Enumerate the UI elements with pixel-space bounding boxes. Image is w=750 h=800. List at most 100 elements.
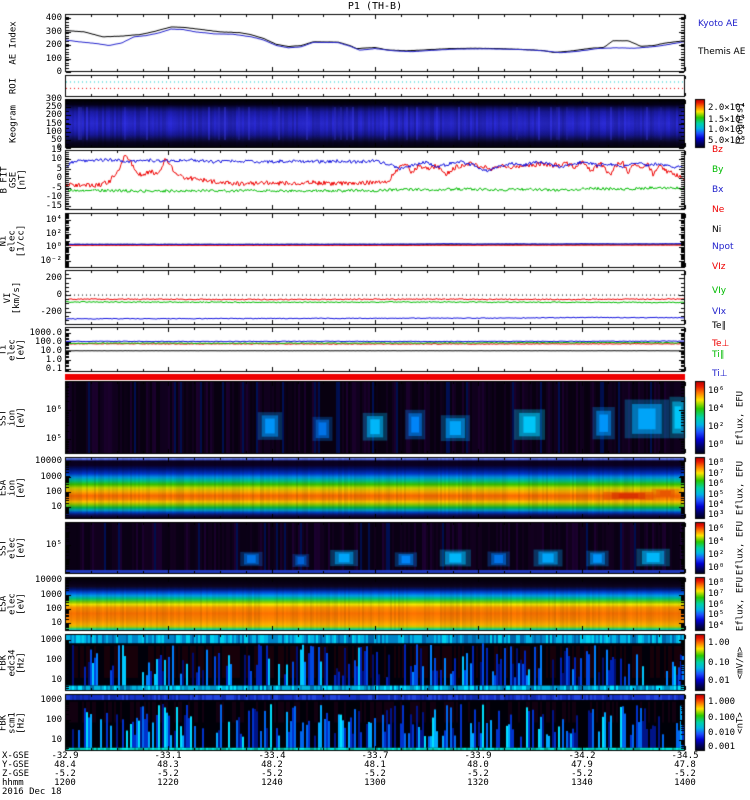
ytick-label-esa_elec: 10	[51, 618, 62, 628]
legend-ni: Ni	[712, 225, 722, 235]
ytick-label-ae: 0	[56, 67, 62, 77]
colorbar-label-sst_ion: 10⁴	[708, 404, 725, 414]
ytick-label-ti: 100.0	[34, 337, 62, 347]
colorbar-label-sst_ion: 10⁶	[708, 386, 725, 396]
ephemeris-value: 48.3	[157, 760, 179, 770]
ephemeris-row-label: Y-GSE	[2, 760, 30, 770]
ytick-label-fbk2: 10	[51, 735, 62, 745]
panel-label-line: Keogram	[8, 105, 19, 143]
colorbar-label-fbk2: 0.100	[708, 713, 736, 723]
colorbar-label-sst_elec: 10⁶	[708, 524, 725, 534]
ephemeris-value: -5.2	[54, 769, 76, 779]
panel-label-fbk2: FBK scm1 [Hz]	[0, 712, 27, 734]
ytick-label-keo: 50	[51, 135, 62, 145]
legend-teperp: Te⊥	[712, 339, 730, 349]
ytick-label-fbk1: 100	[45, 655, 62, 665]
ytick-label-esa_ion: 1000	[40, 472, 62, 482]
colorbar-label-esa_ion: 10⁶	[708, 479, 725, 489]
colorbar-label-sst_elec: 10⁴	[708, 537, 725, 547]
ytick-label-esa_ion: 10000	[34, 456, 62, 466]
panel-label-esa_elec: ESA elec [eV]	[0, 593, 27, 615]
ytick-label-ae: 200	[45, 40, 62, 50]
ephemeris-value: -33.9	[464, 751, 492, 761]
ytick-label-ni: 10⁴	[45, 215, 62, 225]
ytick-label-esa_ion: 10	[51, 502, 62, 512]
colorbar-label-fbk2: 0.001	[708, 742, 736, 752]
legend-bz: Bz	[712, 145, 723, 155]
ytick-label-bfit: 0	[56, 173, 62, 183]
colorbar-label-esa_ion: 10⁸	[708, 458, 725, 468]
colorbar-label-sst_ion: 10⁰	[708, 440, 725, 450]
ephemeris-value: -32.9	[51, 751, 79, 761]
ytick-label-bfit: -10	[45, 192, 62, 202]
colorbar-label-esa_elec: 10⁷	[708, 589, 725, 599]
panel-label-keo: Keogram	[8, 105, 19, 143]
ytick-label-vi: 200	[45, 273, 62, 283]
panel-label-line: [1/cc]	[16, 224, 27, 258]
panel-label-line: [eV]	[16, 537, 27, 559]
colorbar-label-keo: 1.5×10⁴	[708, 115, 746, 125]
time-tick-label: 1200	[54, 778, 76, 788]
ytick-label-ni: 10⁻²	[40, 256, 62, 266]
legend-npot: Npot	[712, 242, 734, 252]
legend-tiperp: Ti⊥	[712, 369, 728, 379]
page-title: P1 (TH-B)	[347, 1, 403, 12]
date-label: 2016 Dec 18	[2, 787, 62, 797]
colorbar-label-esa_elec: 10⁸	[708, 578, 725, 588]
ytick-label-keo: 150	[45, 119, 62, 129]
ytick-label-sst_ion: 10⁵	[45, 434, 62, 444]
ephemeris-value: -5.2	[261, 769, 283, 779]
legend-kyoto: Kyoto AE	[698, 19, 738, 29]
ephemeris-value: -34.2	[568, 751, 596, 761]
ephemeris-value: -5.2	[467, 769, 489, 779]
ephemeris-value: 48.0	[467, 760, 489, 770]
ephemeris-row-label: X-GSE	[2, 751, 30, 761]
ytick-label-keo: 200	[45, 110, 62, 120]
ytick-label-esa_elec: 100	[45, 604, 62, 614]
panel-label-line: ROI	[8, 77, 19, 95]
legend-themis: Themis AE	[698, 47, 746, 57]
ytick-label-keo: 300	[45, 94, 62, 104]
ytick-label-esa_elec: 10000	[34, 575, 62, 585]
panel-label-line: [km/s]	[12, 281, 22, 315]
ytick-label-ti: 0.1	[45, 364, 62, 374]
ytick-label-ni: 10²	[45, 229, 62, 239]
colorbar-unit-fbk2: <nT>	[735, 712, 746, 734]
panel-label-line: [Hz]	[16, 652, 27, 674]
panel-label-line: [eV]	[16, 339, 27, 361]
ephemeris-value: -5.2	[674, 769, 696, 779]
ytick-label-bfit: -5	[51, 183, 62, 193]
colorbar-label-keo: 2.0×10⁴	[708, 103, 746, 113]
hhmm-axis-label: hhmm	[2, 778, 24, 788]
ytick-label-bfit: 5	[56, 164, 62, 174]
colorbar-label-fbk1: 0.10	[708, 658, 730, 668]
ytick-label-esa_ion: 100	[45, 487, 62, 497]
colorbar-unit-keo: [counts]	[735, 102, 746, 146]
time-tick-label: 1320	[467, 778, 489, 788]
panel-label-sst_ion: SST ion [eV]	[0, 407, 27, 429]
colorbar-label-keo: 5.0×10³	[708, 136, 746, 146]
panel-label-vi: VI [km/s]	[3, 281, 22, 315]
colorbar-unit-sst_elec: Eflux, EFU	[735, 520, 746, 576]
ytick-label-vi: 0	[56, 290, 62, 300]
ephemeris-value: 48.2	[261, 760, 283, 770]
ephemeris-value: 47.9	[571, 760, 593, 770]
colorbar-label-keo: 1.0×10⁴	[708, 125, 746, 135]
ytick-label-fbk2: 1000	[40, 695, 62, 705]
legend-viz: VIz	[712, 262, 726, 272]
ytick-label-esa_elec: 1000	[40, 590, 62, 600]
ephemeris-value: -5.2	[157, 769, 179, 779]
panel-label-roi: ROI	[8, 77, 19, 95]
ephemeris-value: -5.2	[364, 769, 386, 779]
legend-ne: Ne	[712, 205, 725, 215]
colorbar-unit-esa_ion: Eflux, EFU	[735, 460, 746, 516]
colorbar-label-esa_elec: 10⁴	[708, 621, 725, 631]
panel-label-ti: Ti elec [eV]	[0, 339, 27, 361]
colorbar-label-esa_ion: 10⁷	[708, 469, 725, 479]
ytick-label-ti: 10.0	[40, 346, 62, 356]
colorbar-unit-sst_ion: Eflux, EFU	[735, 390, 746, 446]
ephemeris-value: 48.4	[54, 760, 76, 770]
